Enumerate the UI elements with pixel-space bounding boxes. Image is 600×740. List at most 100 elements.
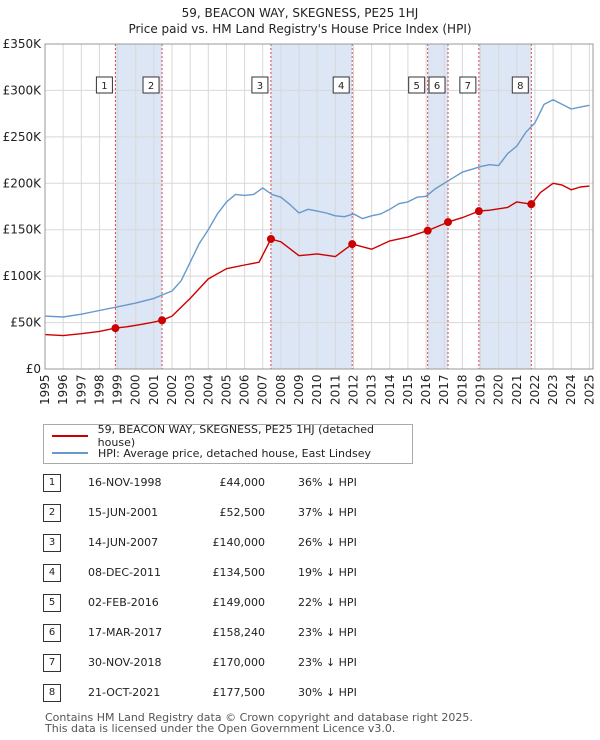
transaction-price: £44,000 (219, 476, 266, 489)
marker-badge (251, 76, 269, 94)
transaction-date: 08-DEC-2011 (88, 566, 162, 579)
sale-point (423, 226, 432, 235)
x-tick-label: 2013 (365, 374, 379, 405)
x-tick-label: 2009 (292, 374, 306, 405)
legend-item-hpi: HPI: Average price, detached house, East… (52, 445, 371, 461)
transaction-number-badge: 6 (43, 624, 61, 642)
x-tick-label: 1996 (56, 374, 70, 405)
marker-badge-label: 2 (148, 81, 154, 92)
plot-frame (44, 43, 594, 370)
sale-point (348, 240, 357, 249)
x-tick-label: 1997 (74, 374, 88, 405)
shaded-band (478, 44, 532, 369)
x-tick-label: 2023 (546, 374, 560, 405)
x-tick-label: 2017 (437, 374, 451, 405)
footer-licence: This data is licensed under the Open Gov… (45, 722, 396, 735)
sale-point (444, 218, 453, 227)
marker-badge-label: 5 (414, 81, 420, 92)
transaction-date: 15-JUN-2001 (88, 506, 159, 519)
hpi-series-line (44, 99, 590, 318)
x-tick-label: 2020 (492, 374, 506, 405)
transaction-date: 30-NOV-2018 (88, 656, 162, 669)
transaction-number-badge: 2 (43, 504, 61, 522)
marker-badge (428, 76, 446, 94)
sale-point (158, 316, 167, 325)
sale-point (266, 235, 275, 243)
transaction-hpi-diff: 23% ↓ HPI (298, 656, 357, 669)
transaction-row: 4 08-DEC-2011 £134,500 19% ↓ HPI (43, 564, 383, 584)
x-tick-label: 2001 (147, 374, 161, 405)
transaction-date: 16-NOV-1998 (88, 476, 162, 489)
legend-swatch-hpi (52, 452, 88, 454)
sale-point (527, 200, 536, 209)
marker-badge (95, 76, 113, 94)
transaction-hpi-diff: 22% ↓ HPI (298, 596, 357, 609)
x-tick-label: 2015 (401, 374, 415, 405)
transaction-date: 02-FEB-2016 (88, 596, 159, 609)
x-tick-label: 2019 (473, 374, 487, 405)
transaction-hpi-diff: 26% ↓ HPI (298, 536, 357, 549)
price-chart: 1 2 3 4 5 6 7 8 £0 £50K £100K £150K £200K £250K £300K… (3, 37, 597, 405)
x-tick-label: 1998 (92, 374, 106, 405)
transaction-row: 8 21-OCT-2021 £177,500 30% ↓ HPI (43, 684, 383, 704)
x-tick-label: 2012 (346, 374, 360, 405)
marker-badge-label: 8 (517, 81, 523, 92)
y-tick-label: £250K (3, 130, 43, 144)
legend-label-hpi: HPI: Average price, detached house, East… (98, 446, 372, 460)
chart-subtitle: Price paid vs. HM Land Registry's House … (128, 22, 472, 36)
x-tick-label: 2010 (310, 374, 324, 405)
x-tick-label: 2007 (256, 374, 270, 405)
transaction-hpi-diff: 30% ↓ HPI (298, 686, 357, 699)
marker-badge-label: 1 (101, 81, 107, 92)
legend-swatch-price (52, 435, 88, 437)
marker-badge (511, 76, 529, 94)
sale-point (474, 207, 483, 216)
transaction-number-badge: 8 (43, 684, 61, 702)
marker-badge-label: 3 (257, 81, 263, 92)
marker-badge-label: 6 (434, 81, 440, 92)
footer-copyright: Contains HM Land Registry data © Crown c… (45, 711, 473, 724)
transaction-row: 7 30-NOV-2018 £170,000 23% ↓ HPI (43, 654, 383, 674)
transaction-date: 17-MAR-2017 (88, 626, 163, 639)
x-tick-label: 2006 (238, 374, 252, 405)
x-tick-label: 2002 (165, 374, 179, 405)
chart-legend: 59, BEACON WAY, SKEGNESS, PE25 1HJ (deta… (43, 423, 413, 464)
sale-point (111, 324, 120, 333)
transaction-number-badge: 4 (43, 564, 61, 582)
transaction-number-badge: 1 (43, 474, 61, 492)
y-tick-label: £0 (26, 362, 41, 376)
chart-title: 59, BEACON WAY, SKEGNESS, PE25 1HJ (181, 6, 419, 20)
y-tick-label: £200K (3, 176, 43, 190)
marker-badge (408, 76, 426, 94)
transaction-row: 2 15-JUN-2001 £52,500 37% ↓ HPI (43, 504, 383, 524)
transaction-hpi-diff: 19% ↓ HPI (298, 566, 357, 579)
transaction-price: £134,500 (212, 566, 266, 579)
x-tick-label: 2024 (564, 374, 578, 405)
transaction-price: £149,000 (212, 596, 266, 609)
y-tick-label: £150K (3, 223, 43, 237)
x-tick-label: 2025 (582, 374, 596, 405)
shaded-band (270, 44, 353, 369)
transaction-hpi-diff: 23% ↓ HPI (298, 626, 357, 639)
y-tick-label: £100K (3, 269, 43, 283)
x-tick-label: 2004 (201, 374, 215, 405)
transaction-row: 1 16-NOV-1998 £44,000 36% ↓ HPI (43, 474, 383, 494)
marker-badge-label: 7 (465, 81, 471, 92)
x-tick-label: 2000 (129, 374, 143, 405)
transaction-row: 3 14-JUN-2007 £140,000 26% ↓ HPI (43, 534, 383, 554)
transaction-hpi-diff: 37% ↓ HPI (298, 506, 357, 519)
x-tick-label: 2022 (528, 374, 542, 405)
transaction-number-badge: 5 (43, 594, 61, 612)
transaction-price: £140,000 (212, 536, 266, 549)
x-tick-label: 2021 (510, 374, 524, 405)
transaction-row: 6 17-MAR-2017 £158,240 23% ↓ HPI (43, 624, 383, 644)
transaction-date: 14-JUN-2007 (88, 536, 159, 549)
x-tick-label: 2018 (455, 374, 469, 405)
transaction-number-badge: 3 (43, 534, 61, 552)
y-tick-label: £50K (10, 316, 42, 330)
x-tick-label: 2003 (183, 374, 197, 405)
transaction-price: £177,500 (212, 686, 266, 699)
x-tick-label: 2008 (274, 374, 288, 405)
x-tick-label: 2014 (383, 374, 397, 405)
transaction-row: 5 02-FEB-2016 £149,000 22% ↓ HPI (43, 594, 383, 614)
